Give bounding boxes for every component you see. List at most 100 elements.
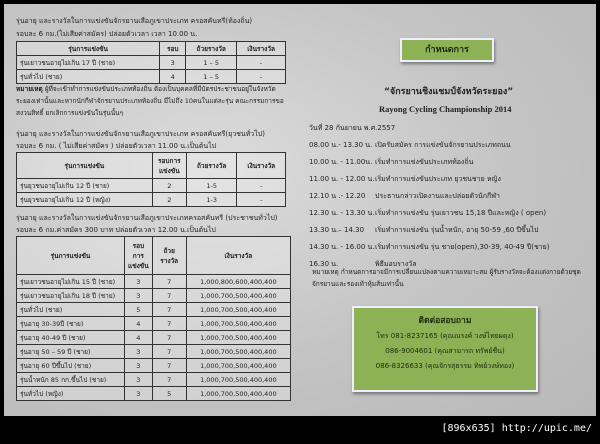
cell: 1,000,700,500,400,400 xyxy=(185,344,292,359)
title-english: Rayong Cycling Championship 2014 xyxy=(379,104,512,114)
schedule-time: 10.00 น. - 11.00น. xyxy=(309,158,373,166)
cell: รุ่นทั่วไป (หญิง) xyxy=(16,386,125,401)
cell: รุ่นทั่วไป (ชาย) xyxy=(16,302,125,317)
schedule-item: 11.00 น. - 12.00 น.เริ่มทำการแข่งขันประเ… xyxy=(309,174,501,185)
cell: รุ่นยุวชนอายุไม่เกิน 12 ปี (ชาย) xyxy=(16,178,153,193)
cell: รุ่นอายุ 30-39ปี (ชาย) xyxy=(16,316,125,331)
cell: รุ่นอายุ 40-49 ปี (ชาย) xyxy=(16,330,125,345)
schedule-time: 12.10 น .- 12.20 xyxy=(309,192,366,200)
cell: 1,000,800,600,400,400 xyxy=(185,274,292,289)
table-row: รุ่นเยาวชนอายุไม่เกิน 18 ปี (ชาย) 3 7 1,000… xyxy=(16,288,292,303)
cell: - xyxy=(236,69,286,84)
contact-line: 086-8326633 (คุณจักรสุธรรม ทิพย์วงษ์ทอง) xyxy=(375,362,515,370)
sec1-line1: รุ่นอายุ และรางวัลในการแข่งขันจักรยานเสื… xyxy=(16,17,253,25)
cell: 3 xyxy=(124,274,153,289)
cell: 1 – 5 xyxy=(185,55,238,70)
cell: 7 xyxy=(151,372,187,387)
schedule-activity: เริ่มทำการแข่งขันประเภท ยุวชนชาย หญิง xyxy=(375,175,501,183)
cell: 1,000,700,500,400,400 xyxy=(185,372,292,387)
cell: 3 xyxy=(124,288,153,303)
title-thai: “จักรยานชิงแชมป์จังหวัดระยอง” xyxy=(384,87,514,97)
watermark-footer: [896x635] http://upic.me/ xyxy=(441,423,592,434)
schedule-time: 12.30 น. - 13.30 น. xyxy=(309,209,375,217)
schedule-activity: พิธีมอบรางวัล xyxy=(375,260,417,268)
schedule-time: 16.30 น. xyxy=(309,260,339,268)
cell: 7 xyxy=(151,358,187,373)
schedule-item: 12.10 น .- 12.20 ประธานกล่าวเปิดงานและปล่… xyxy=(309,191,500,202)
cell: 7 xyxy=(151,316,187,331)
table-row: รุ่นทั่วไป (ชาย) 5 7 1,000,700,500,400,400 xyxy=(16,302,292,317)
cell: 5 xyxy=(151,386,187,401)
col-header: ถ้วยรางวัล xyxy=(185,152,238,179)
col-header: เงินรางวัล xyxy=(185,236,292,275)
cell: 1,000,700,500,400,400 xyxy=(185,288,292,303)
col-header: เงินรางวัล xyxy=(236,152,286,179)
cell: 1,000,700,500,400,400 xyxy=(185,302,292,317)
col-header: ถ้วยรางวัล xyxy=(151,236,187,275)
cell: 2 xyxy=(151,178,187,193)
cell: 2 xyxy=(151,192,187,207)
schedule-item: 12.30 น. - 13.30 น.เริ่มทำการแข่งขัน รุ่… xyxy=(309,208,546,219)
schedule-activity: เริ่มทำการแข่งขัน รุ่น ชาย(open),30-39, … xyxy=(375,243,550,251)
cell: - xyxy=(236,178,286,193)
cell: 7 xyxy=(151,288,187,303)
schedule-item: 14.30 น. - 16.00 น.เริ่มทำการแข่งขัน รุ่… xyxy=(309,242,550,253)
table-row: รุ่นอายุ 60 ปีขึ้นไป (ชาย) 3 7 1,000,700,50… xyxy=(16,358,292,373)
table-row: รุ่นเยาวชนอายุไม่เกิน 15 ปี (ชาย) 3 7 1,000… xyxy=(16,274,292,289)
schedule-note: หมายเหตุ กำหนดการอาจมีการเปลี่ยนแปลงตามค… xyxy=(312,268,581,288)
cell: รุ่นทั่วไป (ชาย) xyxy=(15,69,161,84)
col-header: รอบการแข่งขัน xyxy=(124,236,153,275)
cell: รุ่นอายุ 60 ปีขึ้นไป (ชาย) xyxy=(16,358,125,373)
table-row: รุ่นทั่วไป (ชาย) 4 1 – 5- xyxy=(15,69,286,84)
schedule-badge: กำหนดการ xyxy=(400,38,494,62)
cell: รุ่นเยาวชนอายุไม่เกิน 18 ปี (ชาย) xyxy=(16,288,125,303)
cell: รุ่นยุวชนอายุไม่เกิน 12 ปี (หญิง) xyxy=(16,192,153,207)
col-header: รุ่นการแข่งขัน xyxy=(15,41,161,56)
cell: 7 xyxy=(151,344,187,359)
cell: 3 xyxy=(124,344,153,359)
schedule-activity: ประธานกล่าวเปิดงานและปล่อยตัวนักกีฬา xyxy=(375,192,500,200)
cell: 1-3 xyxy=(185,192,238,207)
event-date: วันที่ 28 กันยายน พ.ศ.2557 xyxy=(309,124,396,132)
cell: 1,000,700,500,400,400 xyxy=(185,330,292,345)
schedule-item: 13.30 น.– 14.30 เริ่มทำการแข่งขัน รุ่นน้ำ… xyxy=(309,225,538,236)
cell: 3 xyxy=(124,358,153,373)
brochure-page: รุ่นอายุ และรางวัลในการแข่งขันจักรยานเสื… xyxy=(4,4,596,416)
cell: 3 xyxy=(124,372,153,387)
col-header: ถ้วยรางวัล xyxy=(185,41,238,56)
note-label: หมายเหตุ xyxy=(16,85,43,93)
cell: 4 xyxy=(159,69,187,84)
table-row: รุ่นเยาวชนอายุไม่เกิน 17 ปี (ชาย) 3 1 – 5- xyxy=(15,55,286,70)
cell: รุ่นเยาวชนอายุไม่เกิน 15 ปี (ชาย) xyxy=(16,274,125,289)
table-row: รุ่นยุวชนอายุไม่เกิน 12 ปี (หญิง) 2 1-3- xyxy=(16,192,286,207)
schedule-time: 13.30 น.– 14.30 xyxy=(309,226,365,234)
sec3-line1: รุ่นอายุ และรางวัลในการแข่งขันจักรยานเสื… xyxy=(16,214,278,222)
col-header: รุ่นการแข่งขัน xyxy=(16,236,125,275)
cell: 1,000,700,500,400,400 xyxy=(185,316,292,331)
schedule-activity: เริ่มทำการแข่งขัน รุ่นน้ำหนัก, อายุ 50-5… xyxy=(375,226,539,234)
cell: 3 xyxy=(124,386,153,401)
schedule-item: 10.00 น. - 11.00น. เริ่มทำการแข่งขันประเภ… xyxy=(309,157,473,168)
col-header: รอบการแข่งขัน xyxy=(151,152,187,179)
cell: 4 xyxy=(124,330,153,345)
cell: 7 xyxy=(151,302,187,317)
schedule-item: 08.00 น.- 13.30 น. เปิดรับสมัคร การแข่งขั… xyxy=(309,140,511,151)
sec2-line1: รุ่นอายุ และรางวัลในการแข่งขันจักรยานเสื… xyxy=(16,130,265,138)
cell: - xyxy=(236,55,286,70)
table-row: รุ่นอายุ 40-49 ปี (ชาย) 4 7 1,000,700,500,4… xyxy=(16,330,292,345)
cell: รุ่นเยาวชนอายุไม่เกิน 17 ปี (ชาย) xyxy=(15,55,161,70)
contact-line: 086-9004601 (คุณสามารถ ทรัพย์ชื่น) xyxy=(385,347,505,355)
cell: 1 – 5 xyxy=(185,69,238,84)
local-note: หมายเหตุ ผู้ที่จะเข้าทำการแข่งขันประเภทท… xyxy=(16,83,291,119)
contact-box: ติดต่อสอบถาม โทร 081-8237165 (คุณณรงค์ ว… xyxy=(352,306,538,392)
sec3-line2: รอบละ 6 กม.ค่าสมัคร 300 บาท ปล่อยตัวเวลา… xyxy=(16,226,216,234)
schedule-activity: เริ่มทำการแข่งขัน รุ่นเยาวชน 15,18 ปีและ… xyxy=(375,209,547,217)
table-row: รุ่นน้ำหนัก 85 กก.ขึ้นไป (ชาย) 3 7 1,000,70… xyxy=(16,372,292,387)
note-text: ผู้ที่จะเข้าทำการแข่งขันประเภทท้องถิ่น ต… xyxy=(16,85,284,117)
cell: 7 xyxy=(151,274,187,289)
schedule-time: 14.30 น. - 16.00 น. xyxy=(309,243,375,251)
table-row: รุ่นทั่วไป (หญิง) 3 5 1,000,700,500,400,400 xyxy=(16,386,292,401)
schedule-activity: เริ่มทำการแข่งขันประเภทท้องถิ่น xyxy=(375,158,474,166)
schedule-time: 08.00 น.- 13.30 น. xyxy=(309,141,373,149)
table-row: รุ่นอายุ 50 – 59 ปี (ชาย) 3 7 1,000,700,500… xyxy=(16,344,292,359)
